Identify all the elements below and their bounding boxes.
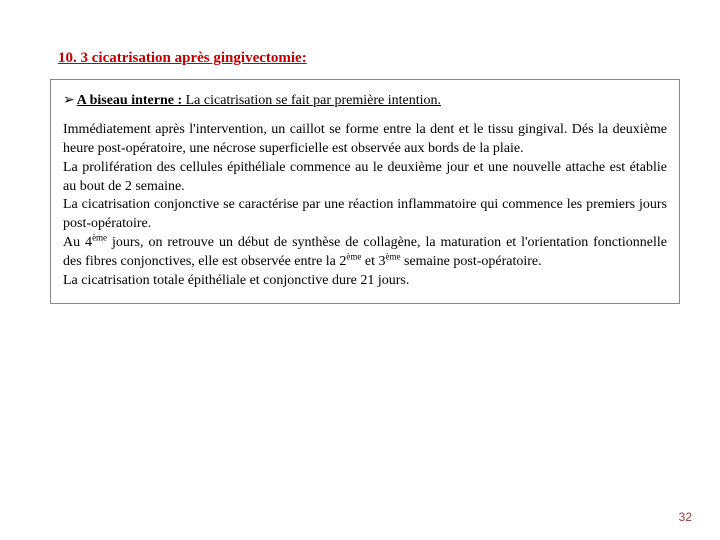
bullet-line: ➢A biseau interne : La cicatrisation se …: [63, 90, 667, 111]
page-number: 32: [679, 510, 692, 524]
p4-part-d: semaine post-opératoire.: [401, 254, 542, 269]
bullet-bold-text: A biseau interne :: [77, 93, 182, 108]
p4-sup-2: ème: [346, 251, 361, 261]
slide-container: 10. 3 cicatrisation après gingivectomie:…: [0, 0, 720, 540]
paragraph-2: La prolifération des cellules épithélial…: [63, 159, 667, 197]
bullet-symbol: ➢: [63, 91, 75, 107]
p4-sup-1: ème: [92, 233, 107, 243]
p4-part-a: Au 4: [63, 235, 92, 250]
paragraph-3: La cicatrisation conjonctive se caractér…: [63, 196, 667, 234]
p4-sup-3: ème: [386, 251, 401, 261]
paragraph-5: La cicatrisation totale épithéliale et c…: [63, 272, 667, 291]
bullet-rest-text: La cicatrisation se fait par première in…: [182, 93, 441, 108]
section-heading: 10. 3 cicatrisation après gingivectomie:: [58, 50, 680, 67]
p4-part-c: et 3: [361, 254, 385, 269]
paragraph-1: Immédiatement après l'intervention, un c…: [63, 121, 667, 159]
content-box: ➢A biseau interne : La cicatrisation se …: [50, 79, 680, 304]
paragraph-4: Au 4ème jours, on retrouve un début de s…: [63, 234, 667, 272]
